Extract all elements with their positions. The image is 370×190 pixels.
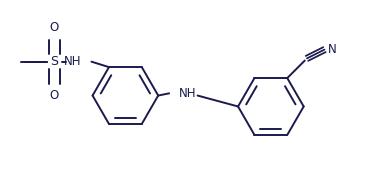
Text: S: S xyxy=(50,55,58,68)
Text: NH: NH xyxy=(179,87,196,100)
Text: NH: NH xyxy=(64,55,82,68)
Text: O: O xyxy=(50,89,59,102)
Text: N: N xyxy=(328,43,336,56)
Text: O: O xyxy=(50,21,59,34)
